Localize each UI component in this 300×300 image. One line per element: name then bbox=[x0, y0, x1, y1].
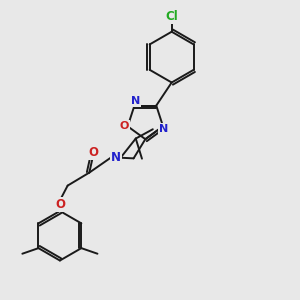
Text: O: O bbox=[120, 121, 129, 131]
Text: N: N bbox=[159, 124, 169, 134]
Text: N: N bbox=[131, 96, 140, 106]
Text: Cl: Cl bbox=[165, 10, 178, 23]
Text: O: O bbox=[88, 146, 98, 159]
Text: N: N bbox=[111, 151, 121, 164]
Text: O: O bbox=[55, 198, 65, 211]
